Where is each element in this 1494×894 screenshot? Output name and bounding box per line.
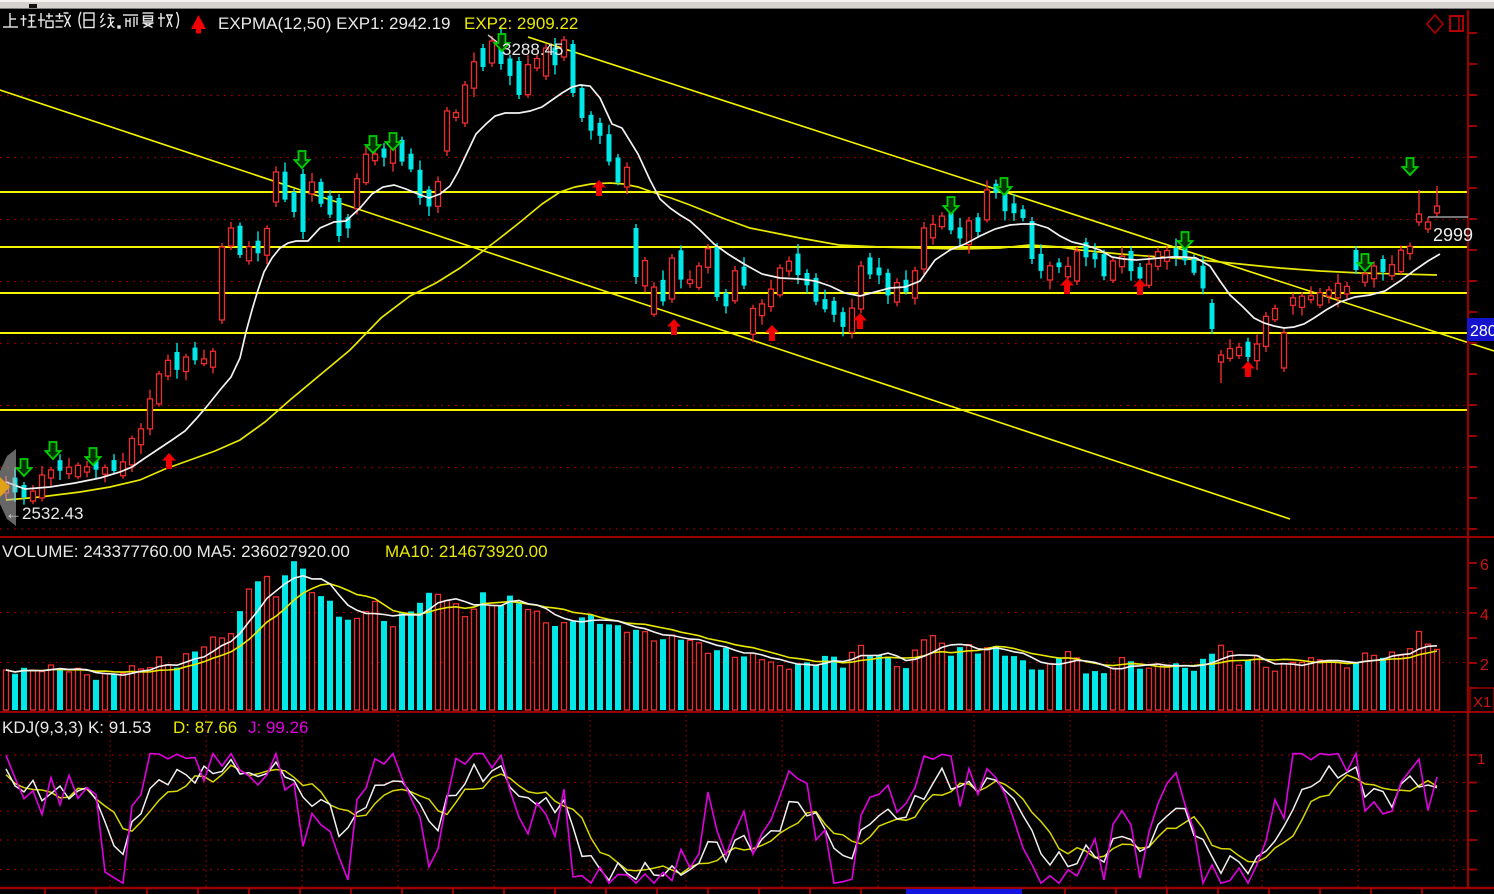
svg-text:280: 280 bbox=[1470, 323, 1494, 340]
svg-text:3288.45: 3288.45 bbox=[502, 40, 563, 59]
svg-text:VOLUME: 243377760.00 MA5: 236: VOLUME: 243377760.00 MA5: 236027920.00 bbox=[2, 542, 350, 561]
svg-text:4: 4 bbox=[1480, 607, 1489, 624]
svg-text:D: 87.66: D: 87.66 bbox=[173, 718, 237, 737]
svg-text:EXP2: 2909.22: EXP2: 2909.22 bbox=[464, 14, 578, 33]
svg-text:1: 1 bbox=[1477, 751, 1485, 768]
svg-text:←2532.43: ←2532.43 bbox=[5, 504, 83, 523]
svg-text:X1: X1 bbox=[1473, 694, 1491, 711]
svg-text:6: 6 bbox=[1480, 557, 1489, 574]
svg-text:2: 2 bbox=[1480, 657, 1489, 674]
svg-text:MA10: 214673920.00: MA10: 214673920.00 bbox=[385, 542, 548, 561]
svg-text:KDJ(9,3,3) K: 91.53: KDJ(9,3,3) K: 91.53 bbox=[2, 718, 151, 737]
svg-text:2999: 2999 bbox=[1433, 225, 1473, 245]
svg-text:EXPMA(12,50) EXP1: 2942.19: EXPMA(12,50) EXP1: 2942.19 bbox=[218, 14, 450, 33]
svg-text:J: 99.26: J: 99.26 bbox=[248, 718, 309, 737]
